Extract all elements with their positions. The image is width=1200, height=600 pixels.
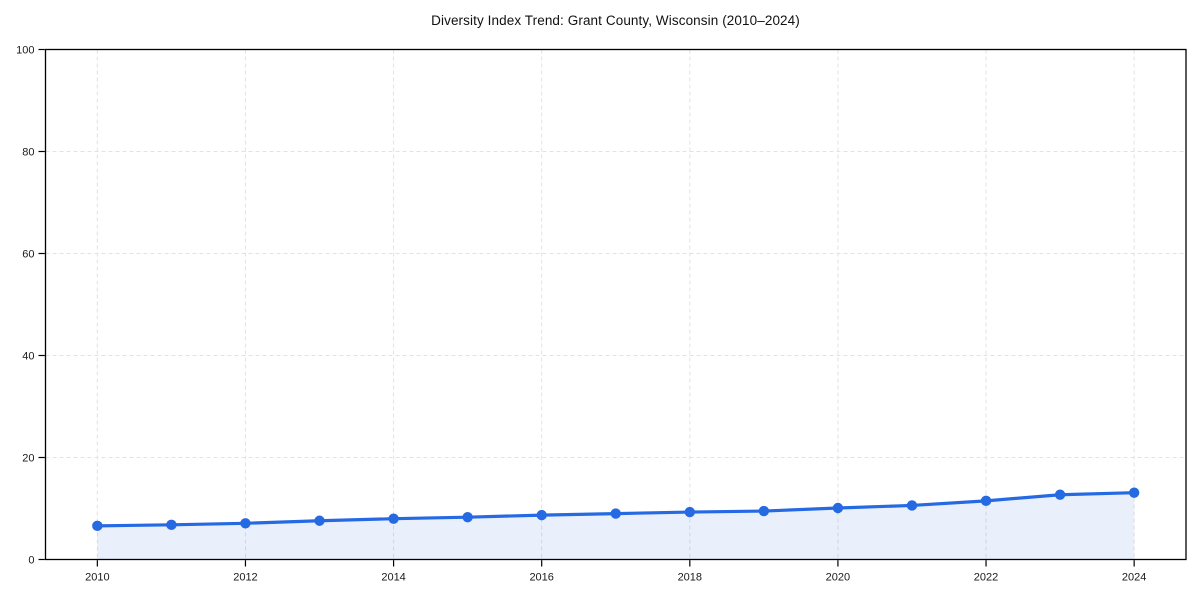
x-tick-label: 2010 bbox=[85, 572, 109, 584]
data-point-marker bbox=[166, 519, 177, 531]
y-tick-label: 20 bbox=[22, 453, 34, 465]
data-point-marker bbox=[1128, 487, 1140, 498]
data-point-marker bbox=[388, 513, 399, 524]
data-point-marker bbox=[314, 515, 325, 526]
x-tick-label: 2014 bbox=[381, 572, 405, 584]
y-tick-label: 60 bbox=[22, 249, 34, 261]
x-tick-label: 2024 bbox=[1122, 572, 1146, 584]
data-point-marker bbox=[980, 495, 992, 507]
data-point-marker bbox=[832, 502, 844, 514]
x-tick-label: 2020 bbox=[826, 572, 850, 584]
data-point-marker bbox=[536, 509, 547, 521]
data-point-marker bbox=[462, 511, 473, 523]
data-point-marker bbox=[758, 505, 770, 517]
y-tick-label: 40 bbox=[22, 351, 34, 363]
data-point-marker bbox=[92, 520, 103, 532]
y-tick-label: 80 bbox=[22, 147, 34, 159]
data-point-marker bbox=[684, 506, 696, 518]
y-tick-label: 100 bbox=[16, 45, 34, 57]
plot-border bbox=[44, 48, 1187, 561]
chart-title: Diversity Index Trend: Grant County, Wis… bbox=[431, 13, 800, 28]
x-tick-label: 2012 bbox=[233, 572, 257, 584]
data-point-marker bbox=[240, 518, 251, 529]
y-tick-label: 0 bbox=[28, 555, 34, 567]
data-point-marker bbox=[610, 508, 621, 519]
x-tick-label: 2016 bbox=[529, 572, 553, 584]
series-area-fill bbox=[97, 492, 1135, 560]
x-tick-label: 2022 bbox=[974, 572, 998, 584]
data-point-marker bbox=[1054, 489, 1066, 500]
data-point-marker bbox=[906, 500, 918, 511]
x-tick-label: 2018 bbox=[678, 572, 702, 584]
